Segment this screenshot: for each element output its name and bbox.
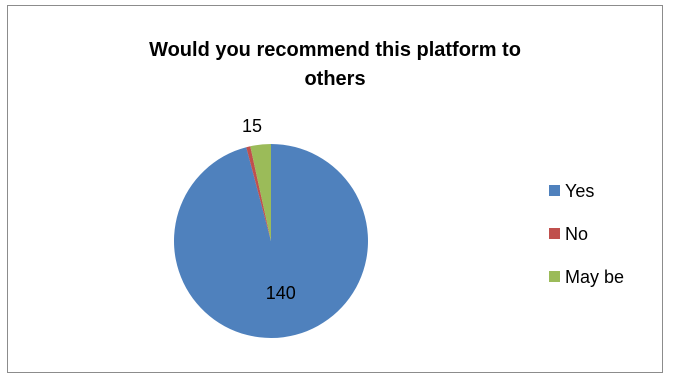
chart-title: Would you recommend this platform to oth… (8, 36, 662, 94)
legend-swatch-yes (549, 185, 560, 196)
chart-title-line-2: others (304, 68, 366, 90)
data-label-yes: 140 (266, 283, 296, 303)
pie-slice-yes (173, 144, 368, 338)
legend-swatch-no (549, 228, 560, 239)
legend-label-no: No (565, 224, 589, 244)
legend-label-may-be: May be (565, 267, 625, 287)
legend-label-yes: Yes (565, 181, 595, 201)
chart-title-line-1: Would you recommend this platform to (149, 39, 521, 61)
chart-area: Would you recommend this platform to oth… (7, 5, 663, 373)
legend-swatch-may-be (549, 271, 560, 282)
pie-slice-no (246, 146, 271, 241)
data-label-outside: 15 (242, 116, 262, 136)
pie-chart: 140 15 (173, 116, 368, 338)
pie-slice-may-be (250, 144, 271, 241)
